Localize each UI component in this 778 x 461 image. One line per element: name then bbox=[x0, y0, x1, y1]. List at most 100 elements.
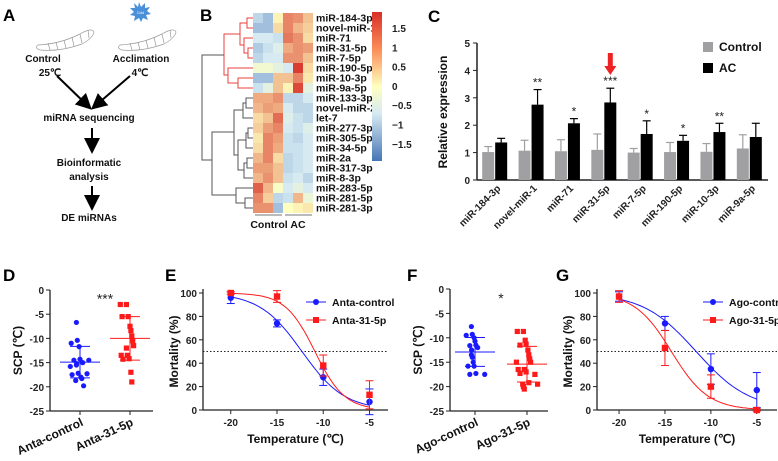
heatmap-cell bbox=[273, 163, 283, 173]
heatmap-cell bbox=[293, 113, 303, 123]
heatmap-cell bbox=[303, 23, 313, 33]
legend-swatch bbox=[703, 63, 713, 73]
data-point bbox=[73, 362, 79, 368]
x-tick-label: miR-31-5p bbox=[570, 183, 612, 225]
heatmap-cell bbox=[263, 63, 273, 73]
legend-label: Ago-31-5p bbox=[729, 315, 778, 327]
data-point bbox=[273, 320, 281, 327]
heatmap-cell bbox=[303, 53, 313, 63]
heatmap-cell bbox=[263, 183, 273, 193]
heatmap-cell bbox=[303, 93, 313, 103]
heatmap-cell bbox=[273, 93, 283, 103]
data-point bbox=[129, 379, 135, 385]
highlight-arrow-icon bbox=[604, 53, 617, 75]
y-tick-label: 0 bbox=[191, 406, 197, 417]
heatmap-cell bbox=[273, 133, 283, 143]
y-tick-label: 0 bbox=[464, 176, 470, 187]
control-label: Control bbox=[25, 54, 61, 65]
data-point bbox=[126, 356, 132, 362]
panel-label-d: D bbox=[3, 266, 15, 285]
x-tick-label: -5 bbox=[365, 418, 374, 429]
heatmap-cell bbox=[303, 83, 313, 93]
heatmap-cell bbox=[273, 123, 283, 133]
legend-label: Anta-control bbox=[332, 297, 394, 309]
step-de-mirnas: DE miRNAs bbox=[61, 213, 117, 224]
data-point bbox=[123, 301, 129, 308]
y-tick-label: 80 bbox=[580, 312, 592, 323]
x-tick-label: -5 bbox=[752, 418, 761, 429]
heatmap-row-label: miR-7-5p bbox=[316, 53, 361, 65]
heatmap-cell bbox=[293, 123, 303, 133]
heatmap-cell bbox=[263, 193, 273, 203]
panel-label-g: G bbox=[556, 266, 569, 285]
data-point bbox=[118, 352, 124, 358]
acclimation-label: Acclimation bbox=[113, 54, 170, 65]
heatmap-cell bbox=[253, 73, 263, 83]
y-tick-label: -25 bbox=[430, 407, 445, 418]
panel-e-line: 0 20 40 60 80 100 -20 -15 -10 -5 Temperature (℃) Mo… bbox=[167, 289, 394, 446]
significance-label: * bbox=[644, 107, 649, 121]
data-point bbox=[467, 371, 473, 377]
data-point bbox=[227, 289, 234, 297]
heatmap-cell bbox=[273, 73, 283, 83]
heatmap-cell bbox=[283, 93, 293, 103]
bar-ac bbox=[713, 132, 726, 180]
y-axis-label: Relative expression bbox=[436, 56, 450, 169]
heatmap-cell bbox=[303, 203, 313, 213]
x-tick-label: miR-10-3p bbox=[680, 183, 722, 225]
y-tick-label: 0 bbox=[585, 406, 591, 417]
data-point bbox=[120, 356, 126, 362]
heatmap-cell bbox=[263, 43, 273, 53]
heatmap-cell bbox=[293, 63, 303, 73]
y-axis-label: SCP (℃) bbox=[11, 326, 25, 375]
heatmap-cell bbox=[273, 83, 283, 93]
heatmap-row-labels: miR-184-3pnovel-miR-1miR-71miR-31-5pmiR-… bbox=[316, 13, 376, 215]
heatmap-cell bbox=[263, 203, 273, 213]
x-tick-label: Anta-31-5p bbox=[73, 415, 135, 454]
significance-label: ** bbox=[715, 109, 725, 123]
fit-curve bbox=[618, 298, 757, 400]
heatmap-cell bbox=[253, 133, 263, 143]
data-point bbox=[117, 301, 123, 308]
bar-ac bbox=[749, 136, 762, 180]
heatmap-cell bbox=[303, 133, 313, 143]
panel-a-workflow: Cold Control 25℃ Acclimation 4℃ miRNA se… bbox=[25, 2, 177, 224]
heatmap-cell bbox=[283, 173, 293, 183]
y-tick-label: 4 bbox=[464, 66, 470, 77]
heatmap-cell bbox=[253, 203, 263, 213]
data-point bbox=[473, 370, 479, 377]
data-point bbox=[69, 372, 75, 378]
heatmap-row-label: miR-281-3p bbox=[316, 203, 373, 215]
data-point bbox=[520, 328, 526, 335]
heatmap-row-label: novel-miR-1 bbox=[316, 23, 376, 35]
heatmap-cell bbox=[293, 13, 303, 23]
bar-ac bbox=[495, 142, 508, 180]
heatmap-cell bbox=[253, 153, 263, 163]
y-tick-label: 60 bbox=[186, 336, 198, 347]
legend-label: Ago-control bbox=[729, 297, 778, 309]
data-point bbox=[753, 406, 760, 414]
data-point bbox=[81, 383, 87, 389]
data-point bbox=[467, 343, 473, 349]
data-point bbox=[469, 354, 475, 360]
larva-acclimation-icon bbox=[118, 29, 177, 51]
heatmap-cell bbox=[283, 143, 293, 153]
x-tick-label: Ago-control bbox=[413, 415, 481, 456]
heatmap-cell bbox=[263, 113, 273, 123]
panel-label-b: B bbox=[200, 6, 212, 25]
data-point bbox=[468, 323, 474, 330]
data-point bbox=[128, 328, 134, 334]
y-tick-label: -15 bbox=[30, 359, 45, 370]
data-point bbox=[366, 391, 373, 398]
bar-control bbox=[736, 148, 749, 180]
x-tick-label: -20 bbox=[224, 418, 239, 429]
heatmap-cell bbox=[273, 53, 283, 63]
heatmap-row-label: miR-71 bbox=[316, 33, 351, 45]
data-point bbox=[273, 293, 281, 300]
y-axis-label: Mortality (%) bbox=[561, 315, 575, 387]
heatmap-cell bbox=[293, 153, 303, 163]
heatmap-cell bbox=[293, 183, 303, 193]
bar-ac bbox=[640, 133, 653, 180]
data-point bbox=[528, 359, 534, 365]
data-point bbox=[123, 345, 129, 351]
